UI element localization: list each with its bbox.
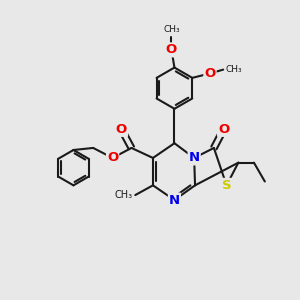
Text: S: S xyxy=(222,179,231,192)
Text: O: O xyxy=(107,152,118,164)
Text: O: O xyxy=(116,123,127,136)
Text: N: N xyxy=(189,152,200,164)
Text: O: O xyxy=(218,123,229,136)
Text: N: N xyxy=(169,194,180,207)
Text: CH₃: CH₃ xyxy=(115,190,133,200)
Text: O: O xyxy=(166,44,177,56)
Text: CH₃: CH₃ xyxy=(226,65,242,74)
Text: CH₃: CH₃ xyxy=(163,25,180,34)
Text: O: O xyxy=(204,67,216,80)
